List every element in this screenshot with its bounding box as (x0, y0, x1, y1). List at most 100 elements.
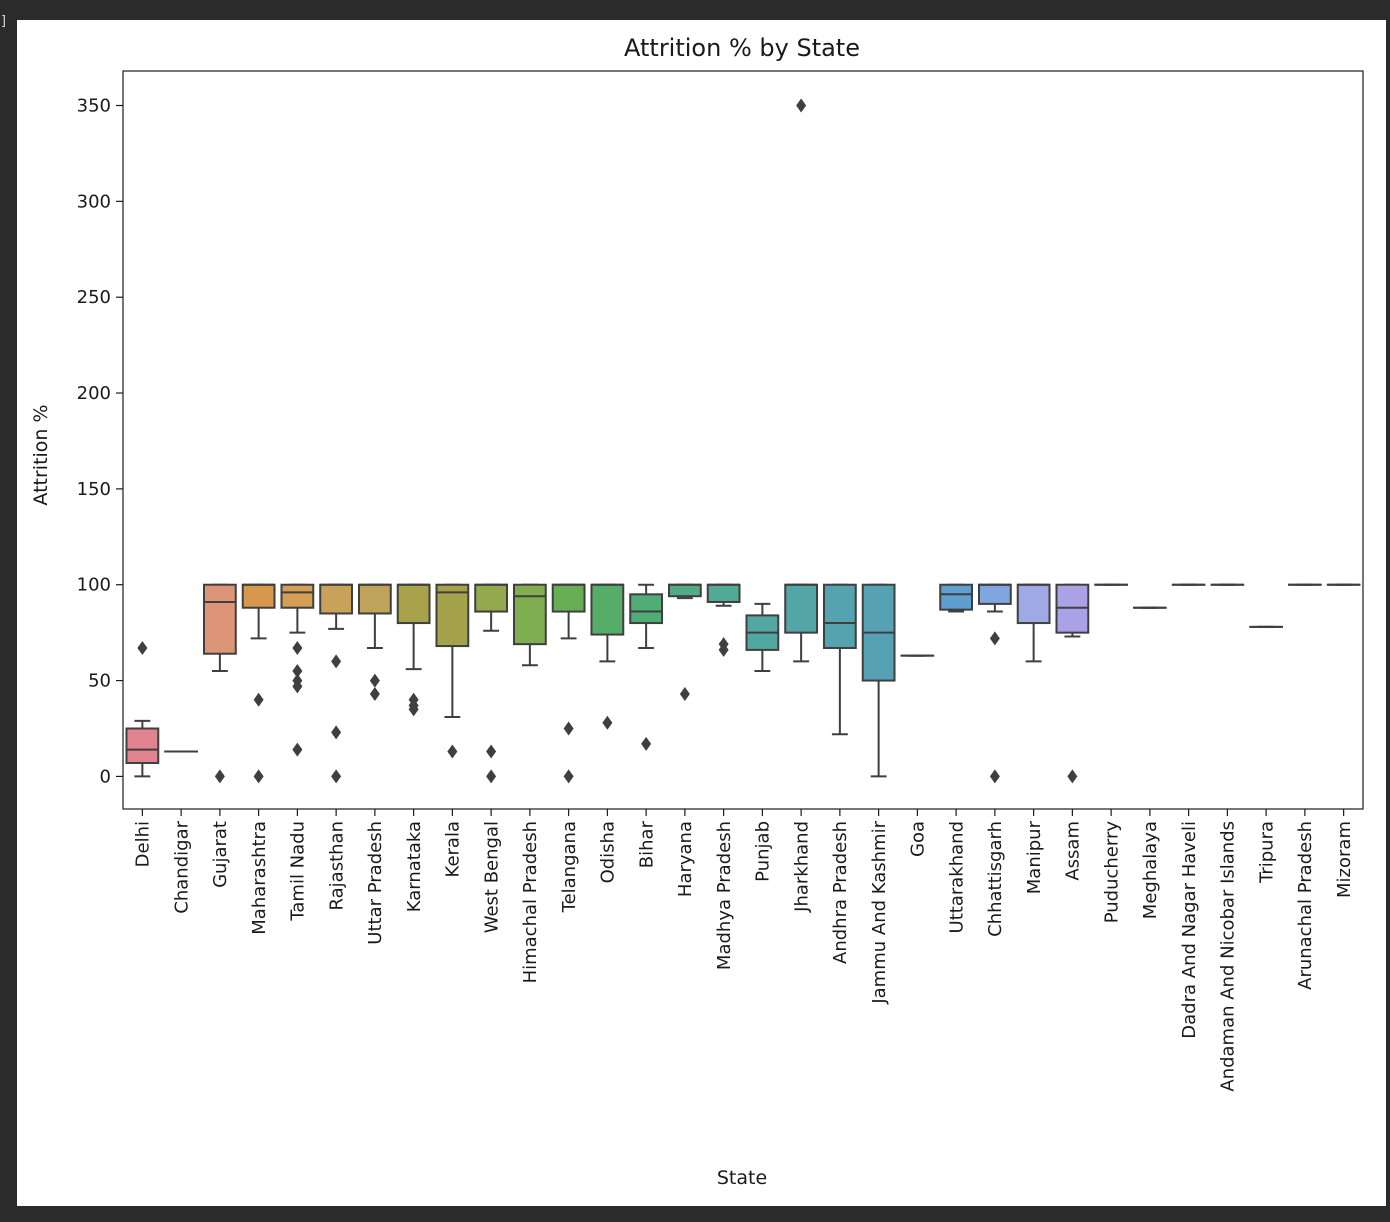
outlier-point (989, 631, 1000, 646)
iqr-box (357, 583, 392, 615)
outlier-point (602, 715, 613, 730)
plot-area (125, 98, 1361, 784)
box-rajasthan (319, 583, 354, 784)
box-west-bengal (474, 583, 509, 784)
iqr-box (822, 583, 857, 649)
y-tick-label: 200 (77, 383, 111, 404)
x-tick-label: Goa (908, 821, 929, 857)
x-tick-label: Haryana (675, 821, 696, 897)
y-tick-label: 300 (77, 191, 111, 212)
box-assam (1055, 583, 1090, 784)
box-odisha (590, 583, 625, 730)
iqr-box (1016, 583, 1051, 625)
y-tick-label: 0 (100, 766, 111, 787)
box-madhya-pradesh (706, 583, 741, 657)
y-tick-label: 150 (77, 479, 111, 500)
box-maharashtra (241, 583, 276, 784)
box-jharkhand (784, 98, 819, 663)
x-tick-label: Andhra Pradesh (830, 821, 851, 964)
box-karnataka (396, 583, 431, 717)
outlier-point (486, 769, 497, 784)
iqr-box (396, 583, 431, 625)
outlier-point (331, 769, 342, 784)
x-tick-label: Gujarat (210, 821, 231, 888)
box-telangana (551, 583, 586, 784)
y-axis-label: Attrition % (30, 404, 52, 505)
chart-panel: Attrition % by State State Attrition % 0… (17, 20, 1386, 1206)
iqr-box (474, 583, 509, 613)
x-tick-label: Odisha (598, 821, 619, 883)
x-tick-label: Himachal Pradesh (520, 821, 541, 983)
outlier-point (679, 686, 690, 701)
x-tick-label: Tripura (1256, 821, 1277, 884)
iqr-box (125, 727, 160, 764)
x-tick-label: Dadra And Nagar Haveli (1179, 821, 1200, 1039)
iqr-box (241, 583, 276, 609)
x-tick-label: Meghalaya (1140, 821, 1161, 919)
iqr-box (319, 583, 354, 615)
x-tick-label: Rajasthan (326, 821, 347, 910)
y-tick-label: 250 (77, 287, 111, 308)
outlier-point (563, 721, 574, 736)
outlier-point (369, 673, 380, 688)
outlier-point (331, 654, 342, 669)
iqr-box (977, 583, 1012, 605)
outlier-point (214, 769, 225, 784)
axes-frame (122, 70, 1364, 810)
box-delhi (125, 640, 160, 778)
outlier-point (369, 686, 380, 701)
outlier-point (989, 769, 1000, 784)
iqr-box (706, 583, 741, 603)
x-tick-label: Uttar Pradesh (365, 821, 386, 945)
outlier-point (137, 640, 148, 655)
x-tick-label: Telangana (559, 821, 580, 913)
iqr-box (629, 593, 664, 625)
iqr-box (784, 583, 819, 634)
box-kerala (435, 583, 470, 759)
y-tick-label: 50 (88, 671, 111, 692)
outlier-point (641, 736, 652, 751)
x-tick-label: Punjab (753, 821, 774, 882)
outlier-point (1067, 769, 1078, 784)
outlier-point (292, 640, 303, 655)
iqr-box (939, 583, 974, 611)
chart-title: Attrition % by State (624, 34, 860, 62)
box-punjab (745, 602, 780, 672)
x-tick-label: Andaman And Nicobar Islands (1218, 821, 1239, 1092)
box-uttar-pradesh (357, 583, 392, 701)
box-uttarakhand (939, 583, 974, 613)
x-tick-label: Jharkhand (791, 821, 812, 913)
box-bihar (629, 583, 664, 751)
outlier-point (796, 98, 807, 113)
box-andhra-pradesh (822, 583, 857, 736)
y-axis: 0 50 100 150 200 250 300 350 (77, 96, 123, 787)
outlier-point (292, 742, 303, 757)
x-tick-label: Chandigar (171, 820, 192, 913)
x-tick-label: Arunachal Pradesh (1295, 821, 1316, 990)
iqr-box (667, 583, 702, 598)
iqr-box (512, 583, 547, 646)
x-axis: Delhi Chandigar Gujarat Maharashtra Tamil Na… (133, 809, 1355, 1092)
y-tick-label: 100 (77, 575, 111, 596)
x-tick-label: Manipur (1024, 820, 1045, 894)
x-tick-label: Mizoram (1334, 821, 1355, 898)
x-tick-label: West Bengal (481, 821, 502, 933)
outlier-point (292, 679, 303, 694)
x-tick-label: Maharashtra (249, 821, 270, 935)
box-chhattisgarh (977, 583, 1012, 784)
x-tick-label: Jammu And Kashmir (869, 820, 890, 1004)
outlier-point (486, 744, 497, 759)
box-jammu-and-kashmir (861, 583, 896, 778)
x-axis-label: State (717, 1167, 767, 1189)
outlier-point (447, 744, 458, 759)
x-tick-label: Karnataka (404, 821, 425, 912)
iqr-box (590, 583, 625, 636)
iqr-box (202, 583, 237, 655)
attrition-boxplot: Attrition % by State State Attrition % 0… (30, 34, 1364, 1189)
x-tick-label: Madhya Pradesh (714, 821, 735, 970)
cell-bracket-mark: ] (0, 14, 8, 29)
x-tick-label: Uttarakhand (946, 821, 967, 933)
box-himachal-pradesh (512, 583, 547, 667)
outlier-point (331, 725, 342, 740)
box-tamil-nadu (280, 583, 315, 757)
